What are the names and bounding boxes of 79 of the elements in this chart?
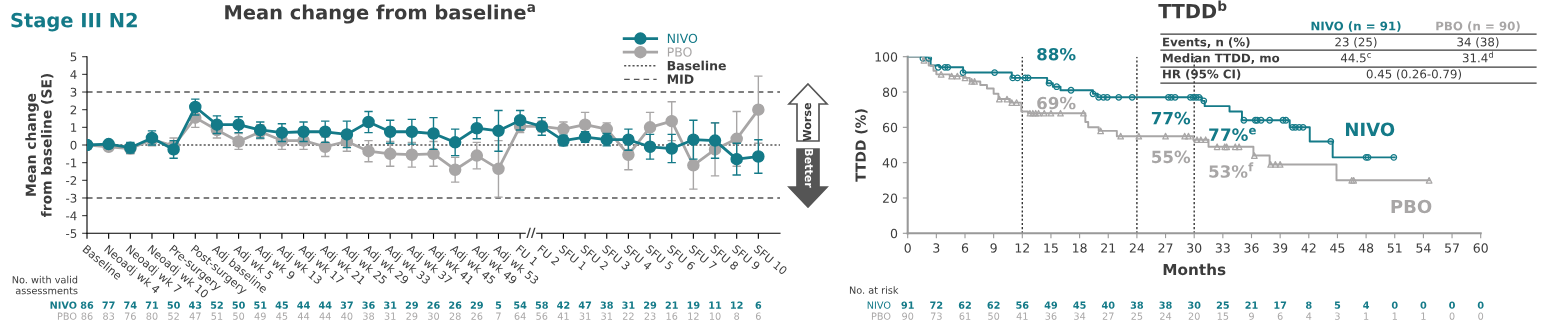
x-tick-label: 33 (1215, 243, 1230, 253)
text: Worse (802, 102, 812, 142)
y-tick-label: -4 (66, 211, 77, 221)
x-tick-label: 0 (904, 243, 911, 253)
legend-label: MID (667, 74, 694, 84)
series-label: NIVO (1345, 122, 1395, 137)
annotation: 31.4$^{d}$ (1462, 51, 1493, 63)
text: NIVO (n = 91) (1311, 21, 1401, 32)
x-tick-label: 51 (1387, 243, 1402, 253)
y-tick-label: 2 (70, 105, 77, 115)
annotation: 88% (1037, 47, 1076, 61)
text: No. at risk (849, 286, 899, 294)
text: Better (804, 149, 814, 188)
chart-subtitle: Stage III N2 (11, 12, 137, 32)
x-tick-label: 15 (1044, 243, 1058, 253)
y-tick-label: -3 (66, 193, 77, 203)
text: Events, n (%) (1163, 37, 1250, 48)
text: PBO (871, 312, 891, 320)
text: NIVO (50, 301, 77, 309)
text: 91 72 62 62 56 49 45 40 38 38 30 25 21 17 8 5 4 0 0 0 0 (901, 301, 1484, 309)
chart-title: Mean change from baseline$^{a}$ (225, 4, 535, 24)
text: 86 77 74 71 50 43 52 50 51 45 44 44 37 36 31 29 26 26 29 5 54 58 42 47 38 31 29 21 19 11 12 6 (80, 301, 762, 309)
annotation: 55% (1152, 150, 1191, 164)
x-tick-label: 42 (1301, 243, 1316, 253)
legend-label: Baseline (667, 60, 726, 71)
x-tick-label: 54 (1416, 243, 1431, 253)
y-axis-title: Mean change from baseline (SE) (25, 73, 54, 218)
annotation: HR (95% CI) (1163, 69, 1241, 80)
x-tick-label: 12 (1015, 243, 1029, 253)
x-tick-label: 18 (1073, 243, 1087, 253)
y-tick-label: -2 (66, 176, 77, 185)
annotation: 69% (1037, 96, 1076, 110)
text: 86 83 76 80 52 47 51 50 49 45 44 44 40 38 31 29 30 28 26 7 64 56 41 31 31 22 23 16 12 10 8 6 (81, 312, 761, 320)
text: 23 (25) (1335, 37, 1377, 48)
y-tick-label: 0 (70, 140, 77, 150)
x-tick-label: 57 (1445, 243, 1459, 253)
x-tick-label: 60 (1473, 243, 1488, 253)
y-tick-label: 4 (70, 70, 77, 79)
text: 90 73 61 50 41 36 34 27 25 24 20 15 9 6 4 3 1 1 1 0 0 (902, 312, 1484, 320)
y-tick-label: 0 (890, 228, 898, 239)
legend-label: PBO (667, 47, 692, 57)
annotation: 0.45 (0.26-0.79) (1366, 69, 1462, 80)
text: No. with valid assessments (12, 275, 78, 295)
series-label: PBO (1391, 199, 1432, 214)
y-tick-label: 100 (875, 52, 898, 62)
text: PBO (n = 90) (1436, 21, 1520, 32)
x-tick-label: 27 (1158, 243, 1173, 253)
x-tick-label: 30 (1187, 243, 1202, 253)
legend-label: NIVO (667, 33, 698, 44)
text: PBO (57, 312, 77, 320)
y-tick-label: 40 (882, 158, 898, 168)
y-tick-label: 3 (70, 87, 77, 97)
x-tick-label: 6 (961, 243, 969, 253)
annotation: 77%$^{e}$ (1209, 127, 1256, 141)
x-tick-label: 45 (1330, 243, 1345, 253)
x-tick-label: 24 (1129, 243, 1145, 253)
annotation: 77% (1151, 111, 1191, 125)
x-axis-title: Months (1163, 263, 1226, 276)
y-tick-label: 5 (70, 52, 77, 62)
annotation: 44.5$^{c}$ (1340, 53, 1371, 63)
x-tick-label: 36 (1244, 243, 1259, 253)
y-axis-title: TTDD (%) (855, 109, 868, 182)
annotation: Median TTDD, mo (1163, 53, 1280, 64)
y-tick-label: 60 (882, 122, 898, 133)
x-tick-label: 21 (1101, 243, 1116, 253)
x-tick-label: 9 (990, 243, 997, 253)
text: 34 (38) (1457, 37, 1499, 48)
x-tick-label: 3 (933, 243, 940, 253)
annotation: 53%$^{f}$ (1209, 162, 1254, 178)
y-tick-label: -1 (66, 158, 77, 168)
x-tick-label: 48 (1358, 243, 1374, 253)
y-tick-label: 1 (71, 123, 77, 132)
annotation: // (526, 227, 536, 238)
text: NIVO (867, 301, 891, 309)
chart-title: TTDD$^{b}$ (1158, 0, 1227, 19)
y-tick-label: -5 (66, 229, 77, 238)
y-tick-label: 20 (882, 193, 898, 203)
x-tick-label: 39 (1273, 243, 1288, 253)
y-tick-label: 80 (882, 87, 898, 97)
